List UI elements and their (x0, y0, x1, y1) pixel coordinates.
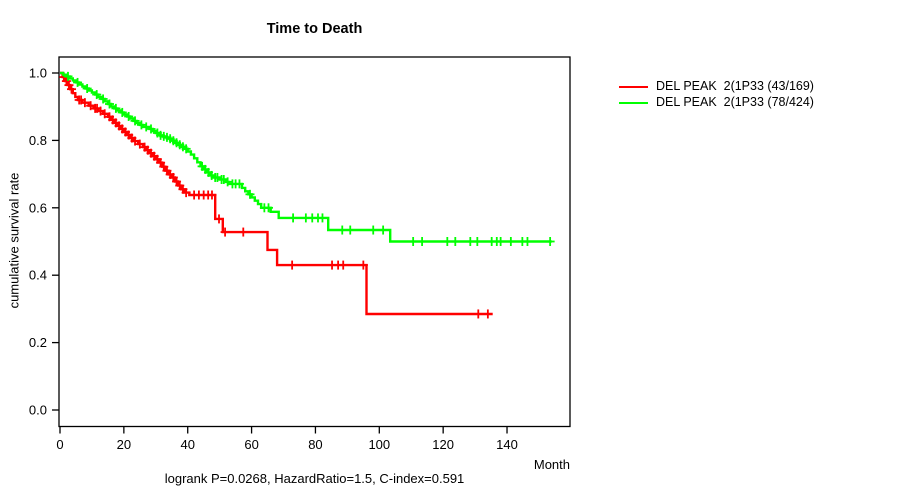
legend-label-red: DEL PEAK 2(1P33 (43/169) (656, 79, 814, 93)
x-axis-tick-label: 100 (368, 437, 390, 452)
legend-item-red: DEL PEAK 2(1P33 (43/169) (619, 80, 814, 93)
x-axis-label: Month (533, 457, 570, 472)
legend-line-red (619, 85, 648, 88)
x-axis-tick-label: 80 (308, 437, 322, 452)
x-axis-tick-label: 60 (244, 437, 258, 452)
y-axis-tick-label: 0.2 (29, 335, 47, 350)
chart-title: Time to Death (266, 21, 363, 37)
y-axis-tick-label: 0.0 (29, 403, 47, 418)
x-axis-tick-label: 40 (180, 437, 194, 452)
x-axis-tick-label: 120 (432, 437, 454, 452)
y-axis-tick-label: 0.8 (29, 133, 47, 148)
stats-caption: logrank P=0.0268, HazardRatio=1.5, C-ind… (164, 471, 465, 486)
x-axis-tick-label: 140 (496, 437, 518, 452)
legend-line-green (619, 101, 648, 104)
legend: DEL PEAK 2(1P33 (43/169) DEL PEAK 2(1P33… (619, 80, 814, 109)
survival-curve-red (60, 71, 493, 316)
y-axis-tick-label: 0.4 (29, 268, 47, 283)
x-axis-tick-label: 20 (117, 437, 131, 452)
y-axis-label: cumulative survival rate (6, 172, 22, 309)
legend-item-green: DEL PEAK 2(1P33 (78/424) (619, 96, 814, 109)
y-axis-tick-label: 1.0 (29, 66, 47, 81)
y-axis-tick-label: 0.6 (29, 200, 47, 215)
x-axis-tick-label: 0 (56, 437, 63, 452)
legend-label-green: DEL PEAK 2(1P33 (78/424) (656, 95, 814, 109)
plot-box (58, 56, 571, 428)
